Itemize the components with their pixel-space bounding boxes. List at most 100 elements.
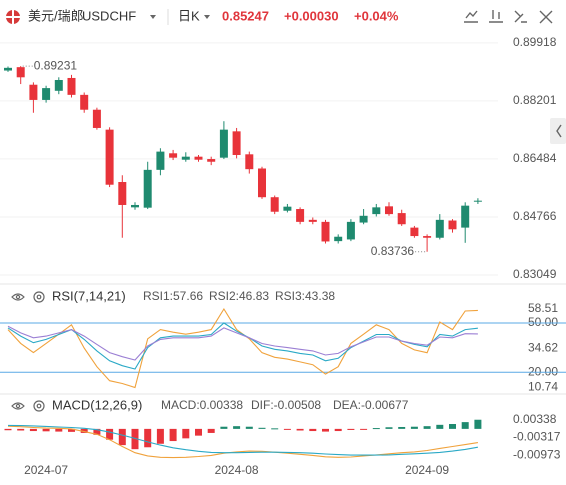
dropdown-arrow[interactable] [204, 15, 210, 19]
histogram-bar [474, 419, 482, 429]
y-tick-label: 10.74 [528, 380, 558, 394]
header: 美元/瑞郎 USDCHF 日K 0.85247 +0.00030 +0.04% [6, 8, 553, 25]
candle-body [143, 169, 152, 208]
histogram-bar [42, 428, 50, 432]
y-tick-label: 0.00338 [513, 412, 557, 426]
candle-body [283, 206, 292, 211]
y-tick-label: -0.00973 [513, 447, 561, 461]
candle-body [219, 129, 228, 158]
histogram-bar [385, 427, 393, 429]
candle-body [80, 94, 89, 110]
eye-icon[interactable] [11, 293, 25, 301]
histogram-bar [4, 428, 12, 431]
candle-body [232, 131, 241, 155]
instrument-name[interactable]: 美元/瑞郎 [28, 8, 84, 23]
histogram-bar [436, 424, 444, 429]
y-tick-label: 0.84766 [513, 209, 557, 223]
candle-body [131, 204, 139, 208]
histogram-bar [17, 428, 25, 431]
indicator-line [7, 425, 478, 459]
flag-cross [6, 16, 20, 18]
candle-body [194, 156, 203, 160]
candle-body [92, 109, 101, 128]
candle-body [156, 151, 165, 170]
y-tick-label: 0.83049 [513, 267, 557, 281]
candle-body [16, 67, 25, 78]
histogram-bar [245, 426, 253, 429]
candle-body [435, 219, 444, 238]
candle-body [321, 221, 330, 242]
indicator-icon[interactable] [489, 10, 503, 23]
candle-body [207, 159, 216, 162]
candle-body [54, 79, 63, 91]
gear-icon[interactable] [33, 291, 45, 303]
candle-body [372, 207, 381, 215]
gear-icon[interactable] [33, 400, 45, 412]
histogram-bar [55, 428, 63, 432]
candle-body [423, 236, 432, 238]
candle-body [42, 88, 51, 100]
histogram-bar [398, 426, 406, 429]
indicator-line [7, 325, 478, 361]
histogram-bar [93, 428, 101, 435]
dropdown-arrow[interactable] [150, 15, 156, 19]
histogram-bar [372, 428, 380, 430]
histogram-bar [118, 428, 126, 446]
legend-entry: MACD:0.00338 [161, 398, 243, 412]
candle-body [169, 153, 178, 158]
histogram-bar [334, 428, 342, 432]
candle-body [105, 129, 114, 185]
candle-body [29, 84, 38, 100]
histogram-bar [258, 427, 266, 429]
histogram-bar [106, 428, 114, 440]
y-tick-label: 0.86484 [513, 151, 557, 165]
candle-body [67, 77, 76, 95]
candle-body [359, 215, 368, 223]
histogram-bar [169, 428, 177, 442]
candle-body [410, 227, 419, 237]
edit-icon[interactable] [514, 10, 527, 23]
histogram-bar [271, 428, 279, 430]
histogram-bar [309, 428, 317, 432]
side-tab[interactable] [550, 118, 566, 144]
legend-entry: RSI1:57.66 [143, 289, 203, 303]
candle-body [258, 168, 266, 198]
rsi-title: RSI(7,14,21) [52, 288, 126, 303]
annotation: 0.89231 [34, 58, 78, 72]
histogram-bar [461, 422, 469, 429]
candle-body [118, 182, 127, 205]
y-tick-label: 50.00 [528, 315, 558, 329]
side-tab-arrow[interactable] [556, 124, 562, 138]
x-tick-label: 2024-07 [24, 463, 68, 477]
y-tick-label: 34.62 [528, 340, 558, 354]
histogram-bar [410, 426, 418, 429]
histogram-bar [322, 428, 329, 432]
change-percent: +0.04% [354, 8, 399, 23]
histogram-bar [449, 424, 456, 429]
histogram-bar [29, 428, 37, 432]
eye-icon[interactable] [11, 402, 25, 410]
fullscreen-icon[interactable] [539, 10, 553, 24]
candle-body [308, 219, 317, 222]
period[interactable]: 日K [178, 8, 200, 23]
x-tick-label: 2024-08 [215, 463, 259, 477]
candle-body [473, 200, 482, 202]
x-tick-label: 2024-09 [405, 463, 449, 477]
histogram-bar [423, 426, 431, 429]
annotation: 0.83736 [371, 244, 415, 258]
change: +0.00030 [284, 8, 339, 23]
candle-body [245, 154, 254, 170]
histogram-bar [144, 428, 152, 448]
price: 0.85247 [222, 8, 269, 23]
histogram-bar [182, 428, 190, 439]
eye-pupil [15, 294, 21, 300]
legend-entry: DIF:-0.00508 [251, 398, 321, 412]
draw-tool-icon[interactable] [464, 10, 478, 23]
instrument-symbol[interactable]: USDCHF [82, 8, 136, 23]
candle-body [385, 206, 393, 215]
indicator-line [7, 424, 478, 456]
legend-entry: RSI3:43.38 [275, 289, 335, 303]
legend-entry: RSI2:46.83 [209, 289, 269, 303]
candle-body [397, 213, 406, 225]
y-tick-label: 0.88201 [513, 93, 557, 107]
